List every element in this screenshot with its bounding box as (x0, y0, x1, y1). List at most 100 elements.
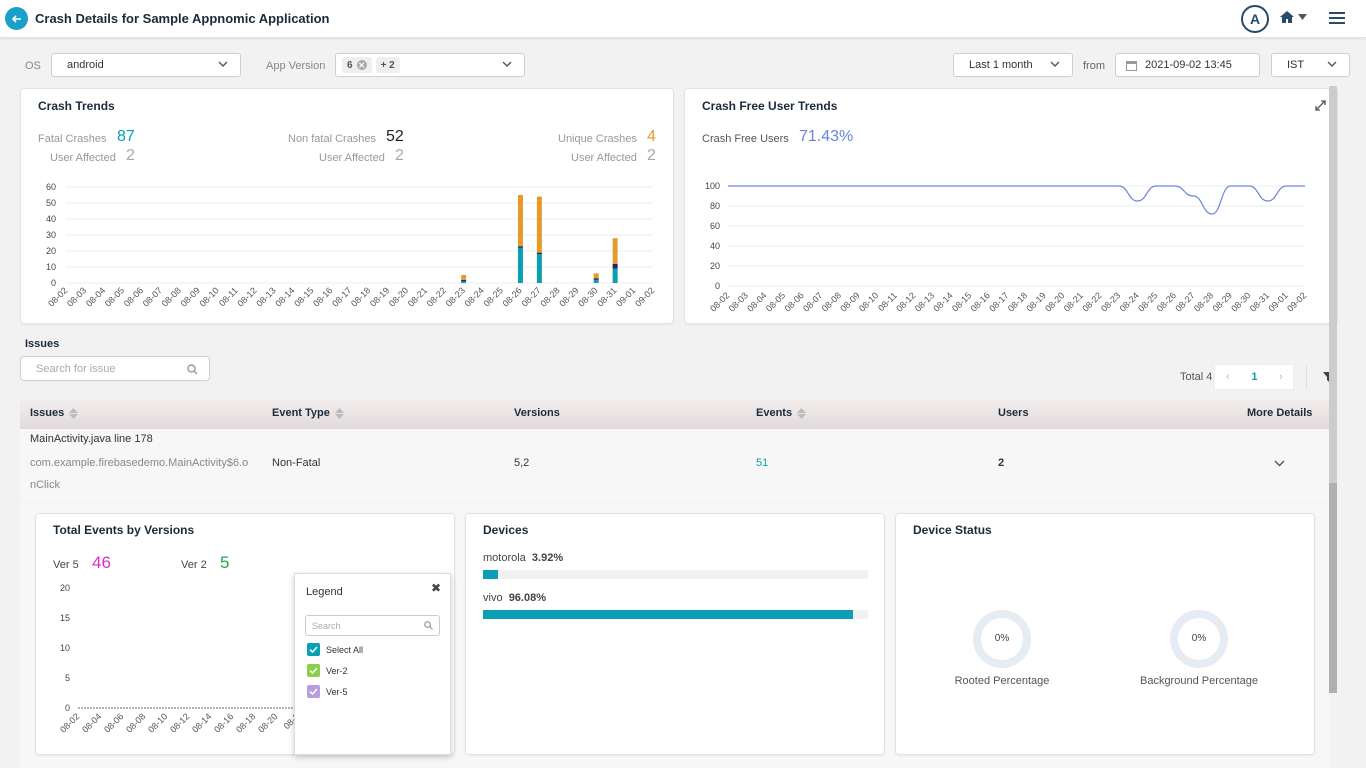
bar (593, 278, 599, 280)
x-tick-label: 08-02 (46, 285, 69, 308)
close-icon[interactable]: ✖ (431, 581, 442, 595)
legend-search-input[interactable]: Search (305, 615, 440, 636)
x-tick-label: 08-10 (146, 711, 169, 734)
bar (593, 273, 599, 279)
x-tick-label: 08-06 (102, 711, 125, 734)
x-tick-label: 08-28 (538, 285, 561, 308)
col-events[interactable]: Events (756, 407, 807, 419)
x-tick-label: 08-14 (190, 711, 213, 734)
home-menu-button[interactable] (1279, 10, 1307, 24)
timezone-select[interactable]: IST (1271, 53, 1350, 77)
search-icon (424, 621, 433, 630)
sort-icon[interactable] (797, 407, 807, 419)
col-event-type-label: Event Type (272, 407, 330, 419)
ver5-value: 46 (92, 553, 111, 572)
next-page-button[interactable]: › (1278, 371, 1283, 383)
col-versions: Versions (514, 407, 560, 419)
bar (536, 254, 542, 283)
table-row[interactable]: MainActivity.java line 178 com.example.f… (20, 429, 1330, 502)
legend-item[interactable]: Ver-2 (307, 664, 348, 677)
timezone-value: IST (1287, 59, 1305, 71)
device-pct: 96.08% (508, 592, 546, 604)
from-date-input[interactable]: 2021-09-02 13:45 (1115, 53, 1260, 77)
sort-icon[interactable] (334, 407, 344, 419)
fatal-crashes-value: 87 (117, 128, 135, 145)
chevron-down-icon (218, 61, 228, 67)
chevron-down-icon (502, 61, 512, 67)
x-tick-label: 09-02 (633, 285, 656, 308)
x-tick-label: 08-04 (84, 285, 107, 308)
crash-free-title: Crash Free User Trends (702, 99, 838, 113)
x-tick-label: 09-02 (1285, 290, 1308, 313)
avatar[interactable]: A (1241, 5, 1269, 33)
x-tick-label: 08-29 (557, 285, 580, 308)
y-tick-label: 0 (715, 281, 720, 291)
x-tick-label: 08-17 (330, 285, 353, 308)
col-users: Users (998, 407, 1029, 419)
y-tick-label: 20 (710, 261, 720, 271)
pagination: Total 4 ‹ 1 › (1180, 364, 1334, 390)
checkbox-checked-icon[interactable] (307, 664, 320, 677)
prev-page-button[interactable]: ‹ (1226, 371, 1230, 383)
x-tick-label: 08-13 (254, 285, 277, 308)
current-page[interactable]: 1 (1251, 371, 1258, 383)
bar (612, 238, 618, 264)
time-range-select[interactable]: Last 1 month (953, 53, 1073, 77)
sort-icon[interactable] (69, 407, 79, 419)
x-tick-label: 08-23 (444, 285, 467, 308)
col-issues[interactable]: Issues (30, 407, 79, 419)
checkbox-checked-icon[interactable] (307, 685, 320, 698)
pager-divider (1306, 366, 1308, 388)
issue-events[interactable]: 51 (756, 457, 769, 469)
hamburger-icon (1329, 12, 1345, 24)
legend-item[interactable]: Ver-5 (307, 685, 348, 698)
col-event-type[interactable]: Event Type (272, 407, 344, 419)
x-tick-label: 08-26 (1155, 290, 1178, 313)
crash-free-line (728, 185, 1305, 215)
back-button[interactable] (5, 7, 28, 30)
issues-table-header: Issues Event Type Versions Events Users … (20, 399, 1330, 429)
unique-crashes-label: Unique Crashes (558, 133, 637, 145)
issue-search-input[interactable]: Search for issue (20, 356, 210, 381)
checkbox-checked-icon[interactable] (307, 643, 320, 656)
col-more-details: More Details (1247, 407, 1313, 419)
y-tick-label: 10 (46, 262, 56, 272)
scrollbar-track[interactable] (1329, 86, 1337, 686)
app-version-select[interactable]: 6 ✕ + 2 (335, 53, 525, 77)
hamburger-menu-button[interactable] (1329, 11, 1345, 30)
x-tick-label: 08-20 (256, 711, 279, 734)
legend-item[interactable]: Select All (307, 643, 363, 656)
bar (517, 246, 523, 248)
x-tick-label: 08-15 (950, 290, 973, 313)
version-chip[interactable]: 6 ✕ (342, 57, 372, 73)
x-tick-label: 09-01 (614, 285, 637, 308)
chip-remove-icon[interactable]: ✕ (356, 60, 367, 70)
x-tick-label: 08-27 (1173, 290, 1196, 313)
x-tick-label: 08-05 (103, 285, 126, 308)
y-tick-label: 20 (60, 583, 70, 593)
arrow-left-icon (11, 14, 21, 23)
expand-icon[interactable] (1315, 100, 1326, 111)
y-tick-label: 5 (65, 673, 70, 683)
issue-event-type: Non-Fatal (272, 457, 321, 469)
crash-trends-title: Crash Trends (38, 99, 115, 113)
scrollbar-thumb[interactable] (1329, 483, 1337, 693)
version-more-chip[interactable]: + 2 (375, 57, 400, 73)
os-select[interactable]: android (51, 53, 241, 77)
crash-free-value: 71.43% (799, 128, 854, 145)
rooted-donut (973, 610, 1031, 668)
legend-title: Legend (306, 586, 343, 598)
crash-free-card: Crash Free User Trends Crash Free Users … (684, 88, 1338, 324)
y-tick-label: 0 (65, 703, 70, 713)
issue-search-placeholder: Search for issue (36, 362, 116, 375)
x-tick-label: 08-22 (425, 285, 448, 308)
x-tick-label: 08-04 (745, 290, 768, 313)
x-tick-label: 08-24 (1118, 290, 1141, 313)
crash-trends-chart: 010203040506008-0208-0308-0408-0508-0608… (46, 182, 656, 309)
x-tick-label: 08-20 (1043, 290, 1066, 313)
expand-row-icon[interactable] (1274, 460, 1285, 467)
events-by-versions-chart: 0510152008-0208-0408-0608-0808-1008-1208… (58, 583, 296, 735)
caret-down-icon (1298, 14, 1307, 20)
x-tick-label: 08-30 (1229, 290, 1252, 313)
unique-users-label: User Affected (571, 152, 637, 164)
